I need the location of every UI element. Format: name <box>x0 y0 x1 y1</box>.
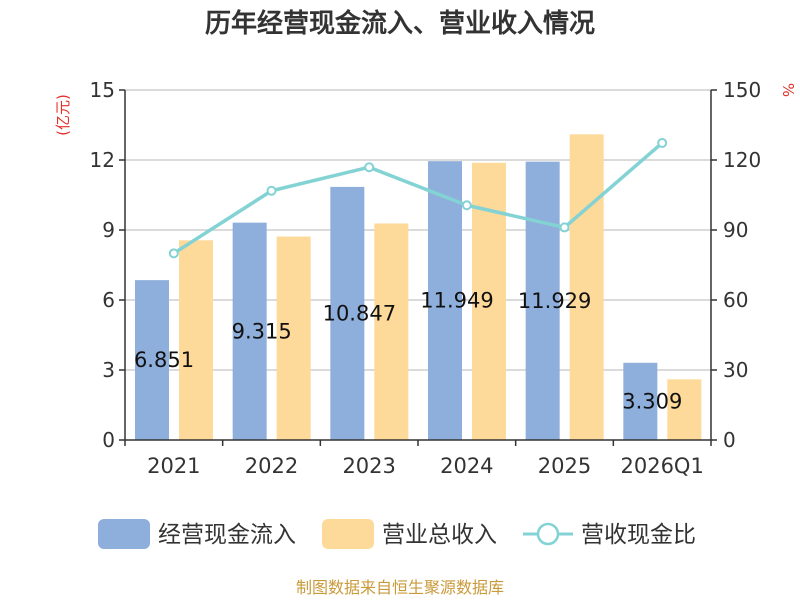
bar-revenue <box>374 223 409 440</box>
right-tick-label: 60 <box>723 288 748 312</box>
data-label-cash-inflow: 3.309 <box>622 389 682 413</box>
data-label-cash-inflow: 9.315 <box>232 319 292 343</box>
bar-cash-inflow <box>232 222 267 440</box>
ratio-point <box>559 222 570 233</box>
x-tick-label: 2021 <box>147 454 200 478</box>
bar-revenue <box>667 379 702 440</box>
bar-cash-inflow <box>330 186 365 440</box>
legend: 经营现金流入 营业总收入 营收现金比 <box>98 519 696 549</box>
chart-title: 历年经营现金流入、营业收入情况 <box>205 8 595 39</box>
data-label-cash-inflow: 11.949 <box>420 289 493 313</box>
grid-lines <box>125 89 711 371</box>
right-tick-label: 90 <box>723 218 748 242</box>
legend-label-cash-inflow: 经营现金流入 <box>158 522 296 548</box>
bars <box>135 134 702 441</box>
left-tick-label: 12 <box>90 148 115 172</box>
right-tick-label: 0 <box>723 428 736 452</box>
left-tick-label: 9 <box>102 218 115 242</box>
bar-cash-inflow <box>428 161 462 440</box>
bar-revenue <box>179 240 213 440</box>
bar-cash-inflow <box>525 161 560 440</box>
ratio-line-path <box>172 141 664 255</box>
bar-revenue <box>276 236 311 440</box>
legend-swatch-revenue <box>322 519 374 549</box>
right-tick-label: 30 <box>723 358 748 382</box>
legend-marker-ratio <box>536 522 560 546</box>
left-tick-label: 0 <box>102 428 115 452</box>
bar-cash-inflow <box>623 362 658 440</box>
ratio-point <box>461 200 472 211</box>
bar-revenue <box>569 134 604 441</box>
x-tick-label: 2026Q1 <box>620 454 703 478</box>
x-tick-label: 2023 <box>342 454 395 478</box>
legend-swatch-cash-inflow <box>98 519 150 549</box>
legend-label-revenue: 营业总收入 <box>382 522 497 548</box>
left-tick-label: 3 <box>102 358 115 382</box>
source-note: 制图数据来自恒生聚源数据库 <box>296 578 504 597</box>
legend-label-ratio: 营收现金比 <box>581 522 696 548</box>
left-tick-label: 15 <box>90 78 115 102</box>
data-label-cash-inflow: 10.847 <box>323 301 396 325</box>
data-label-cash-inflow: 11.929 <box>518 289 591 313</box>
right-tick-label: 120 <box>723 148 761 172</box>
ratio-point <box>168 248 179 259</box>
ratio-line <box>168 137 668 259</box>
bar-cash-inflow <box>135 280 169 440</box>
ratio-point <box>364 162 375 173</box>
left-tick-label: 6 <box>102 288 115 312</box>
x-tick-label: 2022 <box>245 454 298 478</box>
right-axis-unit: % <box>779 83 797 97</box>
left-axis-unit: (亿元) <box>54 94 72 136</box>
ratio-point <box>266 185 277 196</box>
x-tick-label: 2024 <box>440 454 493 478</box>
data-labels: 6.851 9.315 10.847 11.949 11.929 3.309 <box>134 289 682 414</box>
data-label-cash-inflow: 6.851 <box>134 348 194 372</box>
ratio-point <box>657 137 668 148</box>
right-tick-label: 150 <box>723 78 761 102</box>
x-tick-label: 2025 <box>538 454 591 478</box>
